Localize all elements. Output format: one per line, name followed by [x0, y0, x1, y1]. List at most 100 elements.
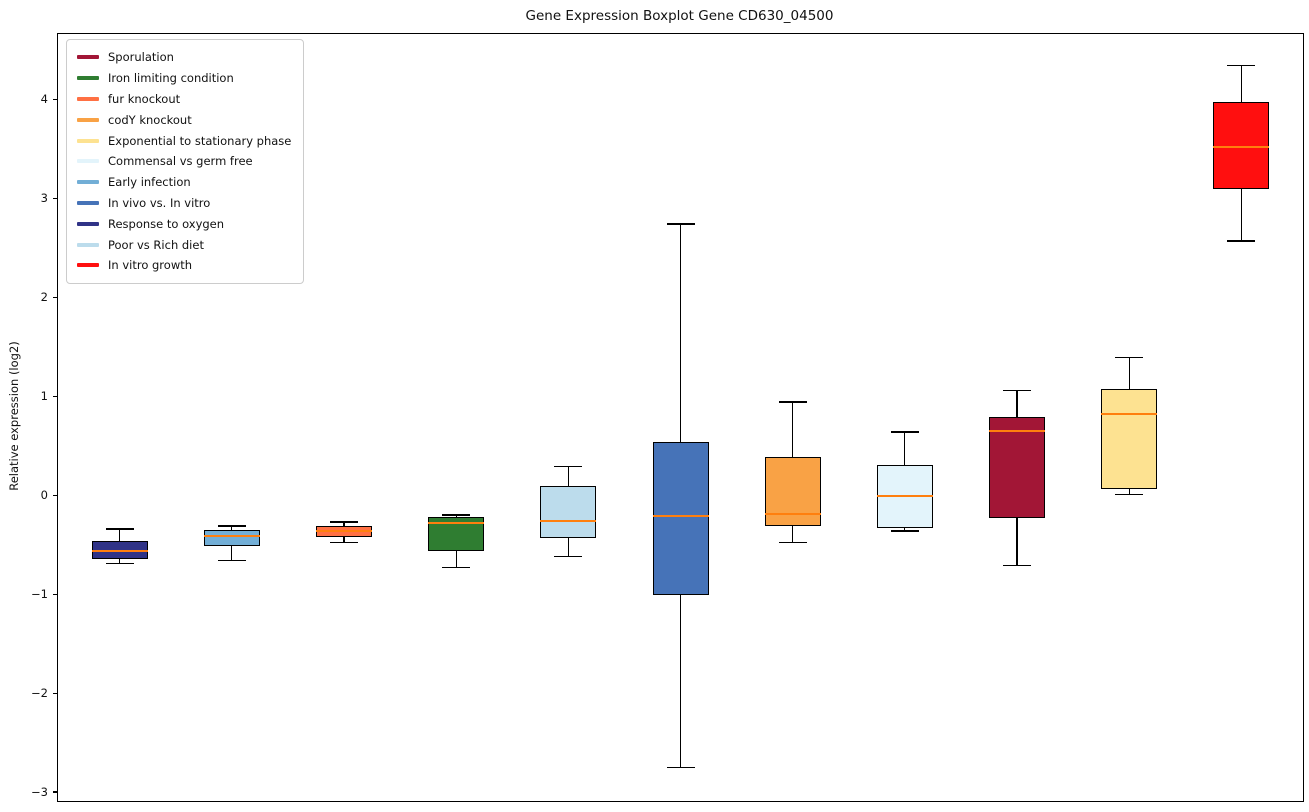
upper-whisker-line: [904, 431, 906, 466]
lower-whisker-cap: [554, 555, 583, 558]
legend-item: Commensal vs germ free: [77, 151, 291, 172]
upper-whisker-cap: [1002, 389, 1031, 391]
lower-whisker-line: [119, 558, 121, 564]
lower-whisker-line: [679, 595, 682, 768]
upper-whisker-line: [455, 514, 457, 517]
upper-whisker-cap: [554, 465, 583, 468]
lower-whisker-line: [231, 545, 233, 561]
legend-swatch: [77, 200, 99, 205]
legend-swatch: [77, 242, 99, 247]
legend-swatch: [77, 263, 99, 268]
legend-label: Exponential to stationary phase: [108, 133, 292, 148]
legend-item: fur knockout: [77, 89, 291, 110]
legend-item: In vivo vs. In vitro: [77, 193, 291, 214]
legend-label: Early infection: [108, 175, 191, 190]
lower-whisker-line: [792, 525, 794, 543]
y-tick-label: −1: [31, 587, 48, 602]
lower-whisker-line: [1240, 189, 1242, 241]
upper-whisker-cap: [442, 514, 471, 516]
median-line: [652, 515, 709, 517]
y-tick-label: 3: [40, 191, 48, 206]
legend-swatch: [77, 138, 99, 143]
lower-whisker-line: [567, 537, 569, 557]
legend-label: In vitro growth: [108, 258, 193, 273]
legend-label: Sporulation: [108, 50, 174, 65]
legend-label: Commensal vs germ free: [108, 154, 253, 169]
legend-item: Response to oxygen: [77, 213, 291, 234]
legend-swatch: [77, 55, 99, 60]
legend-label: Poor vs Rich diet: [108, 237, 204, 252]
legend-swatch: [77, 76, 99, 81]
y-tick-mark: [53, 692, 57, 694]
legend: Sporulation Iron limiting condition fur kn…: [66, 39, 305, 284]
upper-whisker-cap: [666, 223, 695, 225]
median-line: [764, 513, 821, 515]
lower-whisker-line: [343, 536, 345, 543]
box-rect: [988, 417, 1045, 518]
lower-whisker-line: [455, 550, 457, 568]
median-line: [316, 529, 372, 532]
median-line: [428, 522, 485, 524]
box-rect: [203, 529, 260, 546]
legend-item: In vitro growth: [77, 255, 291, 276]
median-line: [988, 429, 1045, 432]
y-tick-mark: [53, 197, 57, 199]
upper-whisker-line: [679, 224, 682, 442]
lower-whisker-line: [1128, 489, 1130, 495]
legend-swatch: [77, 159, 99, 164]
upper-whisker-line: [231, 525, 233, 530]
upper-whisker-line: [119, 528, 121, 541]
lower-whisker-cap: [442, 566, 471, 569]
lower-whisker-cap: [105, 562, 134, 565]
median-line: [203, 534, 260, 537]
box-rect: [91, 540, 148, 559]
y-tick-label: 2: [40, 290, 48, 305]
y-tick-label: −2: [31, 686, 48, 701]
median-line: [540, 520, 597, 522]
box-rect: [652, 441, 709, 596]
legend-swatch: [77, 221, 99, 226]
median-line: [1213, 145, 1270, 148]
upper-whisker-line: [792, 402, 794, 457]
upper-whisker-cap: [217, 525, 246, 527]
upper-whisker-cap: [330, 521, 358, 523]
y-tick-mark: [53, 395, 57, 397]
upper-whisker-line: [1128, 357, 1130, 390]
lower-whisker-cap: [890, 530, 919, 532]
upper-whisker-cap: [1227, 64, 1256, 67]
legend-item: Exponential to stationary phase: [77, 130, 291, 151]
legend-item: Sporulation: [77, 47, 291, 68]
legend-item: Poor vs Rich diet: [77, 234, 291, 255]
lower-whisker-line: [1016, 517, 1018, 566]
lower-whisker-cap: [330, 541, 358, 544]
legend-swatch: [77, 180, 99, 185]
upper-whisker-line: [343, 521, 345, 526]
legend-swatch: [77, 96, 99, 101]
legend-item: codY knockout: [77, 109, 291, 130]
legend-label: fur knockout: [108, 91, 181, 106]
y-tick-mark: [53, 296, 57, 298]
y-tick-label: −3: [31, 785, 48, 800]
legend-item: Iron limiting condition: [77, 68, 291, 89]
legend-label: codY knockout: [108, 112, 192, 127]
lower-whisker-cap: [1227, 240, 1256, 242]
median-line: [1101, 413, 1158, 415]
box-rect: [540, 486, 597, 538]
y-tick-mark: [53, 494, 57, 496]
y-tick-label: 0: [40, 488, 48, 503]
box-rect: [1101, 389, 1158, 490]
box-rect: [1213, 102, 1270, 190]
y-tick-mark: [53, 593, 57, 595]
chart-title: Gene Expression Boxplot Gene CD630_04500: [525, 8, 834, 24]
lower-whisker-cap: [778, 541, 807, 544]
box-rect: [764, 456, 821, 526]
y-tick-label: 1: [40, 389, 48, 404]
upper-whisker-cap: [1115, 356, 1144, 359]
plot-area: Sporulation Iron limiting condition fur kn…: [57, 33, 1304, 802]
upper-whisker-cap: [890, 431, 919, 433]
median-line: [876, 495, 933, 498]
legend-label: Response to oxygen: [108, 216, 225, 231]
y-axis-label: Relative expression (log2): [7, 341, 21, 491]
lower-whisker-cap: [666, 766, 695, 769]
